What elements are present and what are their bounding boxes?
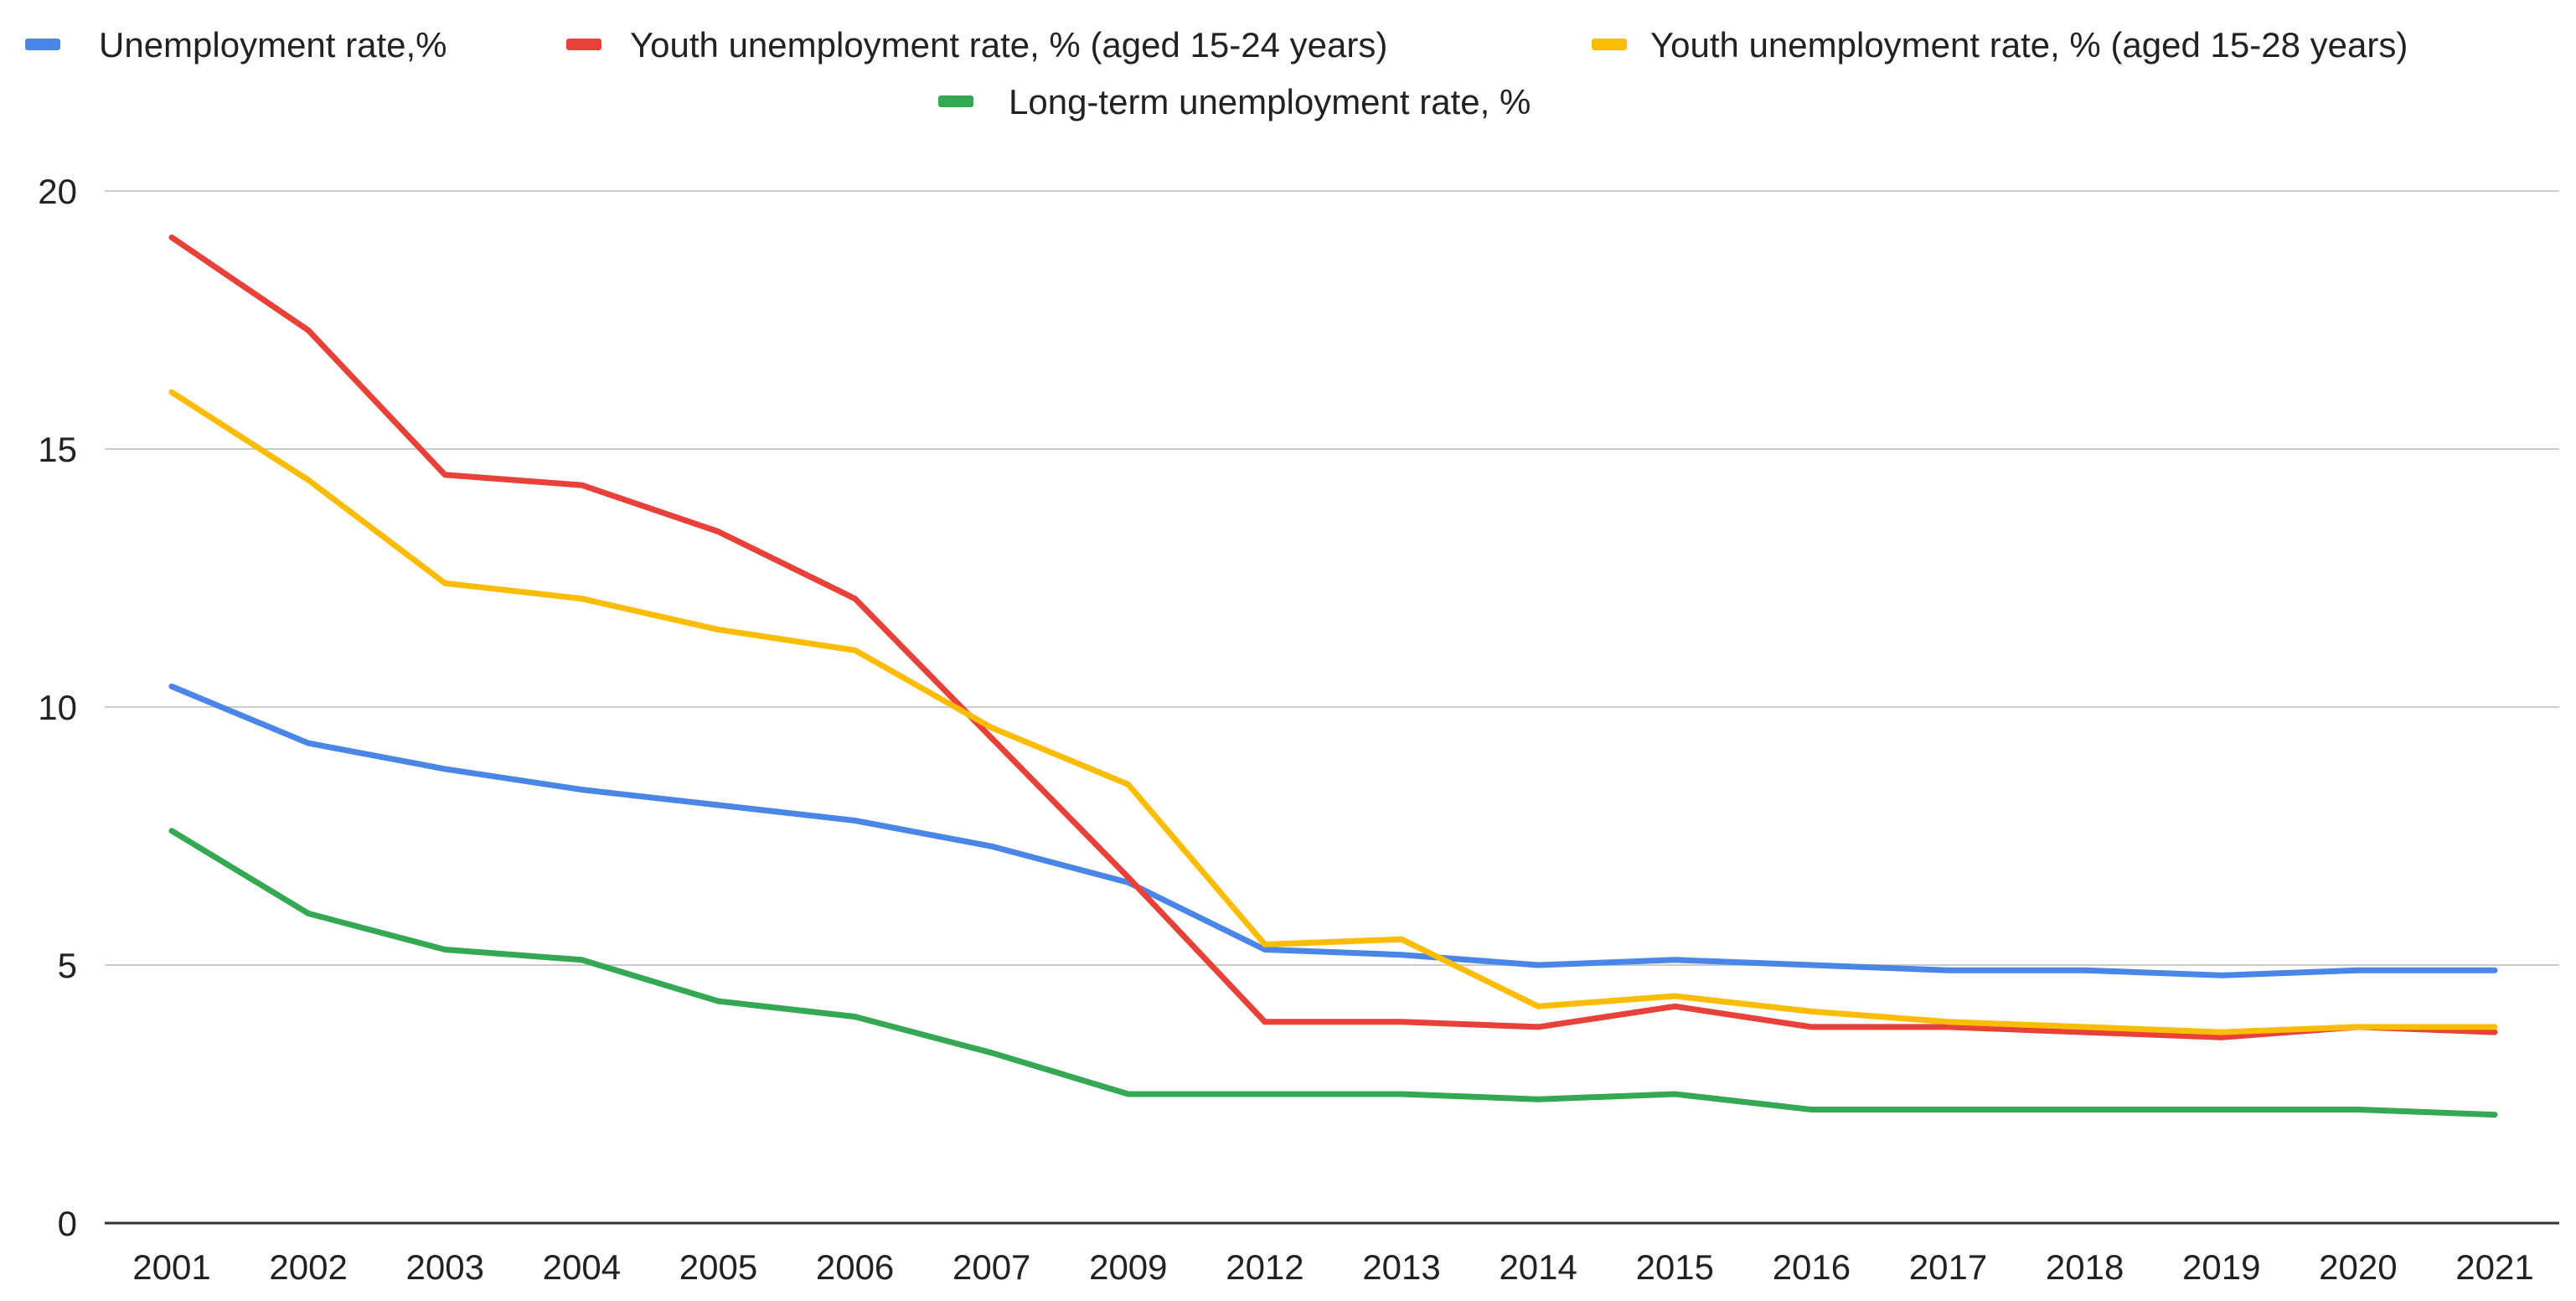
x-tick-label: 2016 xyxy=(1773,1247,1851,1287)
x-tick-label: 2015 xyxy=(1636,1247,1714,1287)
legend-label-unemployment: Unemployment rate,% xyxy=(99,25,447,65)
x-tick-label: 2012 xyxy=(1226,1247,1303,1287)
legend-swatch-long-term xyxy=(938,96,973,107)
y-axis-ticks: 0 5 10 15 20 xyxy=(38,172,77,1243)
legend-item-youth-15-28[interactable]: Youth unemployment rate, % (aged 15-28 y… xyxy=(1592,25,2408,65)
y-tick-label: 5 xyxy=(58,946,77,985)
y-tick-label: 10 xyxy=(38,688,77,727)
x-tick-label: 2007 xyxy=(952,1247,1030,1287)
legend-label-youth-15-24: Youth unemployment rate, % (aged 15-24 y… xyxy=(630,25,1387,65)
x-tick-label: 2001 xyxy=(132,1247,210,1287)
legend-label-youth-15-28: Youth unemployment rate, % (aged 15-28 y… xyxy=(1650,25,2408,65)
x-tick-label: 2013 xyxy=(1362,1247,1440,1287)
series-line-1[interactable] xyxy=(168,234,2498,1040)
x-tick-label: 2003 xyxy=(406,1247,484,1287)
x-tick-label: 2018 xyxy=(2046,1247,2124,1287)
series-line-2[interactable] xyxy=(168,389,2498,1035)
x-tick-label: 2004 xyxy=(543,1247,621,1287)
legend-swatch-youth-15-24 xyxy=(566,39,601,50)
legend-label-long-term: Long-term unemployment rate, % xyxy=(1009,82,1531,121)
x-tick-label: 2020 xyxy=(2319,1247,2397,1287)
x-tick-label: 2021 xyxy=(2455,1247,2533,1287)
legend-item-unemployment[interactable]: Unemployment rate,% xyxy=(25,25,447,65)
legend-swatch-unemployment xyxy=(25,39,60,50)
y-tick-label: 20 xyxy=(38,172,77,211)
x-tick-label: 2002 xyxy=(269,1247,347,1287)
x-tick-label: 2009 xyxy=(1089,1247,1167,1287)
x-axis-ticks: 2001 2002 2003 2004 2005 2006 2007 2009 2012 2013… xyxy=(132,1247,2533,1287)
legend-row: Unemployment rate,% Youth unemployment r… xyxy=(25,25,2408,65)
x-tick-label: 2014 xyxy=(1499,1247,1577,1287)
x-tick-label: 2017 xyxy=(1909,1247,1987,1287)
y-tick-label: 15 xyxy=(38,430,77,469)
x-tick-label: 2005 xyxy=(679,1247,757,1287)
legend-row: Long-term unemployment rate, % xyxy=(938,82,1531,121)
x-tick-label: 2006 xyxy=(816,1247,894,1287)
x-tick-label: 2019 xyxy=(2182,1247,2260,1287)
legend-item-youth-15-24[interactable]: Youth unemployment rate, % (aged 15-24 y… xyxy=(566,25,1387,65)
legend-swatch-youth-15-28 xyxy=(1592,39,1627,50)
series-line-0[interactable] xyxy=(168,683,2498,978)
gridlines xyxy=(105,190,2559,1225)
legend-item-long-term[interactable]: Long-term unemployment rate, % xyxy=(938,82,1531,121)
series-line-3[interactable] xyxy=(168,828,2498,1118)
y-tick-label: 0 xyxy=(58,1204,77,1243)
series-lines xyxy=(168,234,2498,1118)
